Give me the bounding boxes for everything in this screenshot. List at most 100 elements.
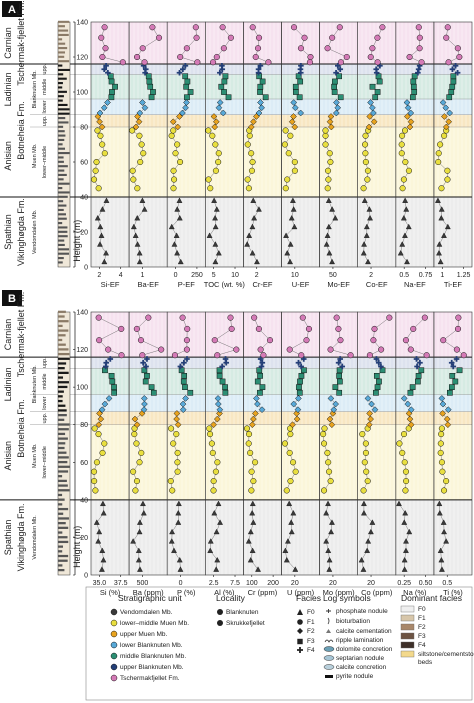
data-point-a-1-4-1 <box>150 89 156 95</box>
data-point-b-6-4-3 <box>336 373 342 379</box>
data-point-a-3-0-5 <box>212 214 219 221</box>
data-point-a-3-5-0 <box>217 69 223 76</box>
data-point-a-2-1-2 <box>170 167 177 174</box>
data-point-b-2-6-4 <box>179 314 186 321</box>
data-point-b-7-2-1 <box>367 415 374 423</box>
data-point-b-6-0-6 <box>323 509 330 516</box>
stage-label-b-3: Spathian <box>3 520 13 556</box>
lithology-bed-b <box>58 465 70 468</box>
lithology-bed-a <box>58 121 69 124</box>
data-point-a-3-0-4 <box>212 223 219 230</box>
lithology-bed-b <box>58 554 69 558</box>
data-point-b-9-4-4 <box>456 367 463 374</box>
data-point-a-5-0-5 <box>288 214 295 221</box>
phosphate-nodule-icon <box>326 609 331 613</box>
data-point-b-5-1-1 <box>287 478 294 485</box>
data-point-a-8-0-5 <box>400 214 407 221</box>
data-point-a-1-0-7 <box>139 197 146 203</box>
data-point-a-6-4-3 <box>332 78 338 85</box>
data-point-b-2-0-4 <box>169 528 176 535</box>
data-point-a-2-5-0 <box>176 69 183 76</box>
legend: Stratigraphic unit Vendomdalen Mb. lower… <box>85 586 474 701</box>
data-point-b-8-6-1 <box>407 346 414 353</box>
data-point-a-0-6-2 <box>102 45 109 52</box>
data-point-b-4-4-1 <box>259 384 266 390</box>
data-point-a-6-1-0 <box>324 185 331 192</box>
data-point-b-8-1-7 <box>405 425 412 432</box>
data-point-b-7-3-0 <box>371 406 379 414</box>
data-point-a-9-5-0 <box>454 69 461 76</box>
data-point-a-4-4-1 <box>257 89 263 95</box>
x-axis-label-a-7: Co-EF <box>366 280 388 289</box>
data-point-a-0-5-0 <box>105 69 111 76</box>
data-point-a-9-0-6 <box>438 206 445 212</box>
data-point-b-9-6-4 <box>455 314 462 321</box>
data-point-a-0-1-1 <box>90 176 98 183</box>
data-point-b-1-2-0 <box>133 421 141 429</box>
data-point-b-6-2-0 <box>328 421 336 429</box>
lithology-bed-b <box>58 418 65 421</box>
data-point-a-4-0-0 <box>254 258 260 265</box>
data-point-b-8-4-3 <box>415 373 422 379</box>
data-point-a-7-0-3 <box>363 232 370 238</box>
data-point-a-5-4-1 <box>293 89 299 95</box>
lithology-bed-b <box>58 564 63 567</box>
y-tick-label-b-2: 40 <box>80 497 88 504</box>
data-point-b-7-0-3 <box>365 538 372 544</box>
data-point-a-5-6-0 <box>306 59 313 66</box>
data-point-b-5-6-3 <box>305 325 312 332</box>
data-point-a-8-4-1 <box>411 89 418 95</box>
data-point-b-2-6-1 <box>183 346 190 353</box>
data-point-b-3-1-5 <box>208 440 215 447</box>
data-point-b-0-0-3 <box>95 538 102 544</box>
legend-strat-label-4: middle Blanknuten Mb. <box>120 653 186 660</box>
data-point-b-0-0-4 <box>96 528 103 535</box>
x-tick-label-a-4-0: 2 <box>255 272 259 279</box>
data-point-a-8-1-1 <box>400 176 407 183</box>
y-tick-label-b-4: 80 <box>80 422 88 429</box>
data-point-a-3-4-3 <box>221 78 228 85</box>
lithology-bed-a <box>58 200 64 203</box>
data-point-b-0-2-2 <box>96 410 103 417</box>
data-point-a-9-4-2 <box>449 83 456 90</box>
data-point-b-5-0-0 <box>292 566 299 572</box>
data-point-b-3-6-4 <box>227 314 234 321</box>
data-point-a-2-1-0 <box>170 185 177 192</box>
subunit-label-a-3: upp. <box>42 115 48 126</box>
data-point-b-3-5-2 <box>222 356 229 362</box>
data-point-b-1-0-4 <box>136 528 143 535</box>
data-point-a-6-4-4 <box>336 73 342 80</box>
data-point-b-3-3-0 <box>216 406 224 414</box>
data-point-a-7-4-0 <box>372 94 379 101</box>
lithology-bed-b <box>58 381 69 384</box>
lithology-bed-b <box>58 470 69 473</box>
data-point-a-8-2-0 <box>406 123 414 131</box>
data-point-b-9-1-0 <box>440 487 448 494</box>
data-point-a-6-6-3 <box>329 34 336 41</box>
data-point-b-0-6-0 <box>118 352 125 359</box>
data-point-b-0-4-3 <box>108 373 115 379</box>
data-point-b-8-4-1 <box>409 384 416 390</box>
data-point-b-2-1-0 <box>169 487 176 494</box>
data-point-b-5-1-3 <box>290 459 297 466</box>
data-point-a-2-4-2 <box>183 83 190 90</box>
formation-label-a-1: Botneheia Fm. <box>16 101 26 160</box>
data-point-a-1-0-2 <box>134 241 141 247</box>
lithology-bed-a <box>58 252 70 255</box>
data-point-a-6-3-2 <box>333 99 340 106</box>
y-tick-label-a-1: 20 <box>80 230 88 237</box>
data-point-b-4-1-4 <box>247 449 254 456</box>
data-point-a-4-6-3 <box>256 34 263 41</box>
data-point-a-1-4-0 <box>148 94 155 101</box>
data-point-b-1-0-7 <box>140 500 146 507</box>
data-point-a-5-6-3 <box>301 34 308 41</box>
data-point-b-9-1-5 <box>437 440 444 447</box>
data-point-b-7-1-4 <box>362 449 369 456</box>
x-axis-label-b-8: Na (%) <box>403 588 427 597</box>
data-point-a-1-4-3 <box>146 78 153 85</box>
data-point-b-7-0-5 <box>369 519 376 525</box>
data-point-b-0-0-7 <box>99 500 106 507</box>
data-point-a-4-1-6 <box>246 132 253 139</box>
data-point-b-7-4-1 <box>374 384 381 390</box>
data-point-b-4-1-7 <box>243 425 251 432</box>
